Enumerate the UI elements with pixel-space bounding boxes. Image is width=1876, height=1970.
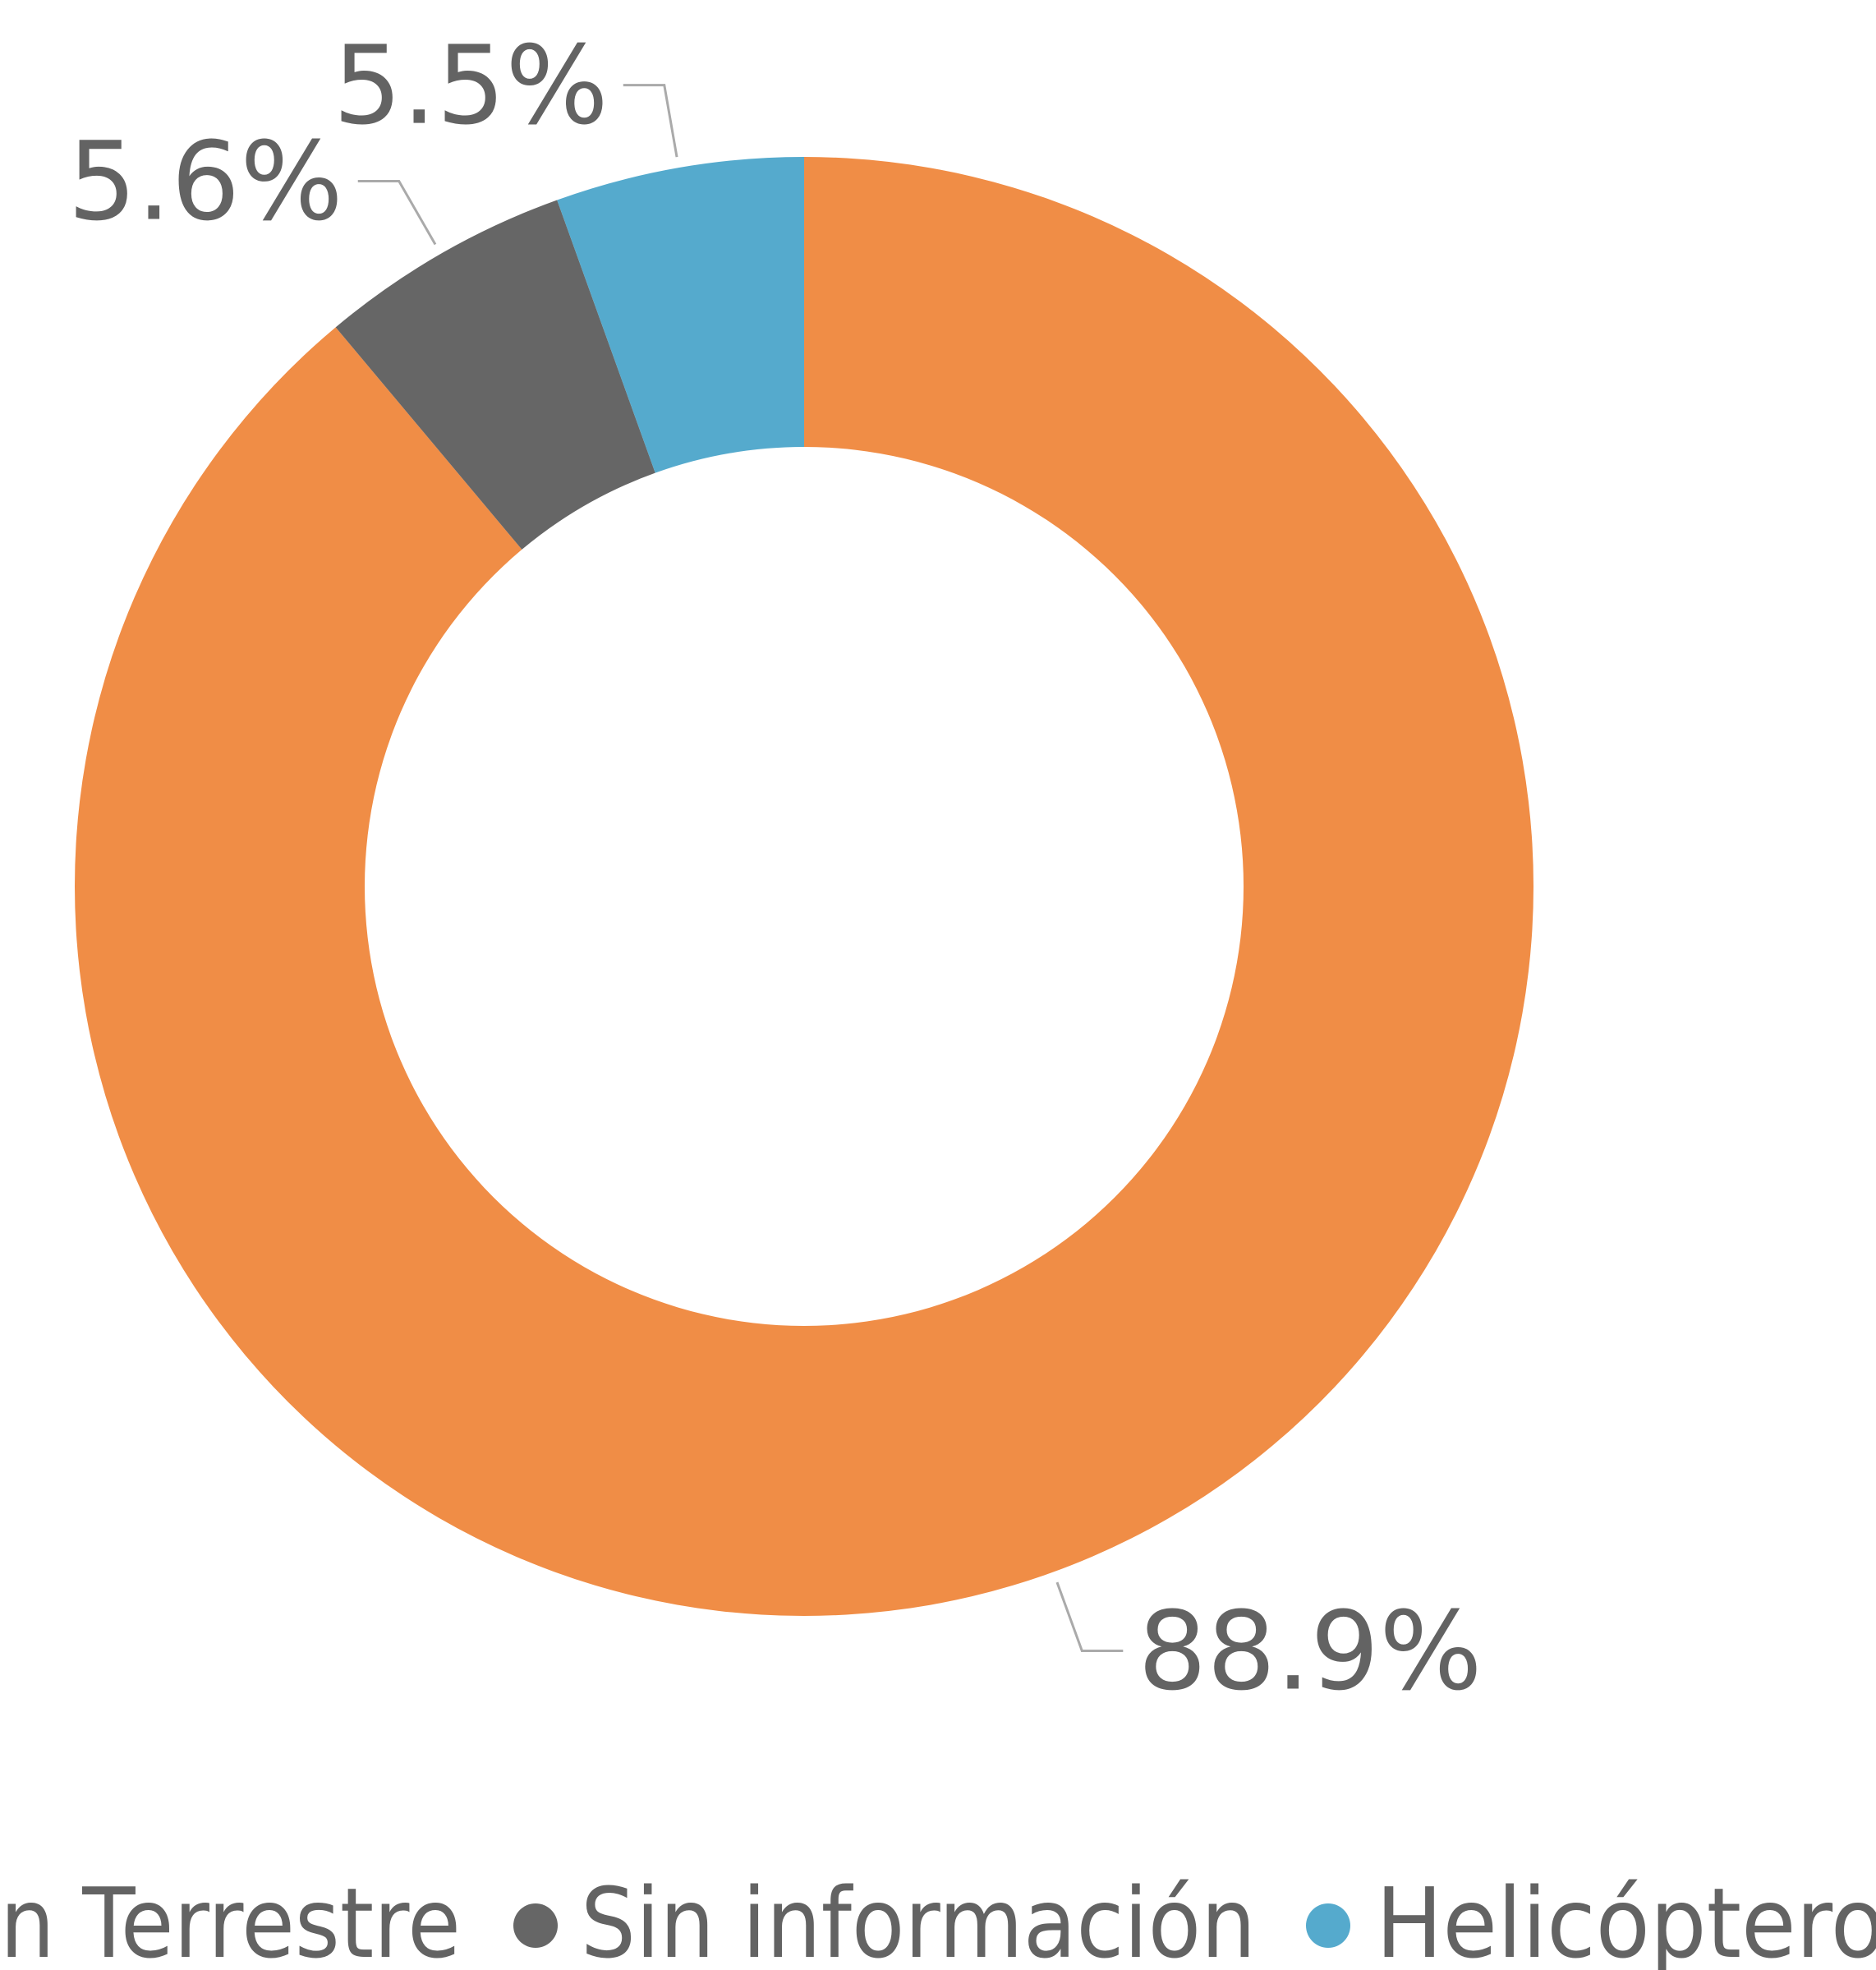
leader-line: [357, 179, 437, 246]
legend-label: Helicóptero: [1376, 1866, 1876, 1970]
legend-marker: [513, 1903, 558, 1948]
data-label: 88.9%: [1138, 1589, 1482, 1715]
legend-label: Sin información: [581, 1866, 1256, 1970]
donut-slice: [74, 157, 1533, 1616]
leader-line: [1055, 1581, 1124, 1653]
donut-slice: [335, 200, 655, 550]
leader-line: [623, 84, 678, 158]
legend-marker: [1306, 1903, 1350, 1948]
data-label: 5.6%: [67, 118, 343, 245]
legend-label: n Terrestre: [0, 1866, 461, 1970]
data-label: 5.5%: [333, 23, 608, 150]
donut-slice: [557, 157, 804, 473]
